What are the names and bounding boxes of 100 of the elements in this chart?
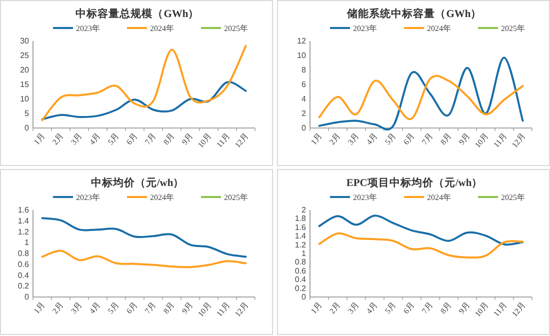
x-tick-label: 12月 (233, 300, 250, 319)
y-tick-label: 2 (302, 109, 307, 118)
x-tick-label: 9月 (180, 132, 195, 146)
x-tick-label: 7月 (420, 132, 435, 146)
y-tick-label: 30 (20, 36, 30, 46)
x-tick-label: 12月 (510, 132, 528, 150)
legend-label: 2023年 (353, 193, 377, 202)
y-tick-label: 0.2 (18, 282, 30, 291)
y-tick-label: 8 (302, 66, 307, 74)
x-tick-label: 6月 (402, 132, 416, 146)
legend-label: 2024年 (150, 193, 174, 202)
y-tick-label: 1.4 (294, 232, 307, 241)
line-series (41, 217, 247, 258)
y-tick-label: 1.6 (294, 222, 307, 232)
y-tick-label: 1.8 (294, 214, 307, 224)
x-tick-label: 11月 (214, 300, 232, 318)
legend-label: 2024年 (427, 24, 451, 33)
y-tick-label: 1.6 (18, 206, 30, 214)
legend-label: 2023年 (76, 24, 100, 33)
x-tick-label: 11月 (492, 132, 509, 150)
chart-title: 中标均价（元/wh） (90, 176, 184, 189)
line-series (41, 250, 247, 268)
chart-title: 中标容量总规模（GWh） (76, 7, 200, 20)
x-tick-label: 5月 (106, 132, 121, 146)
y-tick-label: 10 (20, 94, 30, 104)
x-tick-label: 2月 (50, 300, 66, 316)
x-tick-label: 7月 (420, 300, 435, 316)
x-tick-label: 12月 (233, 132, 250, 150)
x-tick-label: 1月 (32, 132, 47, 146)
x-tick-label: 5月 (383, 132, 398, 146)
x-tick-label: 3月 (346, 300, 361, 316)
y-tick-label: 12 (297, 36, 307, 46)
y-tick-label: 1.2 (18, 227, 30, 236)
y-tick-label: 0 (302, 124, 307, 132)
x-tick-label: 7月 (143, 132, 158, 146)
legend-label: 2023年 (353, 24, 377, 33)
x-tick-label: 3月 (69, 300, 84, 316)
x-tick-label: 11月 (214, 132, 232, 150)
line-series (318, 232, 524, 259)
x-tick-label: 8月 (438, 300, 454, 316)
y-tick-label: 1 (24, 238, 30, 248)
y-tick-label: 1.2 (294, 240, 307, 250)
x-tick-label: 2月 (50, 132, 66, 146)
x-tick-label: 5月 (383, 300, 398, 316)
legend-label: 2025年 (501, 24, 525, 33)
x-tick-label: 4月 (88, 300, 102, 316)
x-tick-label: 11月 (492, 300, 509, 318)
x-tick-label: 8月 (162, 132, 176, 146)
y-tick-label: 0.4 (18, 270, 30, 280)
x-tick-label: 10月 (196, 300, 214, 319)
line-series (318, 214, 524, 246)
x-tick-label: 9月 (457, 132, 472, 146)
x-tick-label: 6月 (124, 132, 140, 146)
legend-label: 2024年 (150, 24, 174, 33)
y-tick-label: 10 (297, 51, 307, 60)
x-tick-label: 9月 (457, 300, 472, 316)
x-tick-label: 3月 (69, 132, 84, 146)
x-tick-label: 7月 (143, 300, 158, 316)
x-tick-label: 10月 (473, 300, 490, 319)
y-tick-label: 5 (24, 109, 30, 118)
x-tick-label: 2月 (328, 132, 342, 146)
legend-label: 2025年 (501, 193, 525, 202)
y-tick-label: 1 (302, 249, 307, 258)
x-tick-label: 12月 (510, 300, 528, 319)
x-tick-label: 4月 (364, 132, 380, 146)
x-tick-label: 2月 (328, 300, 342, 316)
x-tick-label: 5月 (106, 300, 121, 316)
legend-label: 2025年 (224, 24, 248, 33)
y-tick-label: 2 (302, 206, 307, 214)
x-tick-label: 10月 (196, 132, 214, 150)
y-tick-label: 25 (20, 51, 30, 60)
y-tick-label: 0.4 (294, 275, 307, 284)
y-tick-label: 20 (20, 66, 30, 74)
line-series (41, 81, 247, 120)
x-tick-label: 4月 (364, 300, 380, 316)
line-series (41, 44, 247, 122)
y-tick-label: 0 (24, 124, 30, 132)
y-tick-label: 1.4 (18, 216, 30, 226)
y-tick-label: 6 (302, 80, 307, 89)
x-tick-label: 6月 (402, 300, 416, 316)
y-tick-label: 0 (24, 292, 30, 302)
x-tick-label: 1月 (32, 300, 47, 316)
x-tick-label: 10月 (473, 132, 490, 150)
y-tick-label: 0.6 (18, 260, 30, 269)
x-tick-label: 4月 (88, 132, 102, 146)
x-tick-label: 1月 (309, 300, 324, 316)
y-tick-label: 0.8 (18, 249, 30, 258)
y-tick-label: 4 (302, 94, 307, 104)
legend-label: 2025年 (224, 193, 248, 202)
y-tick-label: 0 (302, 292, 307, 302)
x-tick-label: 3月 (346, 132, 361, 146)
y-tick-label: 15 (20, 80, 30, 89)
chart-title: 储能系统中标容量（GWh） (346, 7, 482, 20)
x-tick-label: 6月 (124, 300, 140, 316)
chart-title: EPC项目中标均价（元/wh） (346, 176, 483, 189)
y-tick-label: 0.6 (294, 266, 307, 276)
x-tick-label: 1月 (309, 132, 324, 146)
x-tick-label: 8月 (438, 132, 454, 146)
x-tick-label: 9月 (180, 300, 195, 316)
x-tick-label: 8月 (162, 300, 176, 316)
